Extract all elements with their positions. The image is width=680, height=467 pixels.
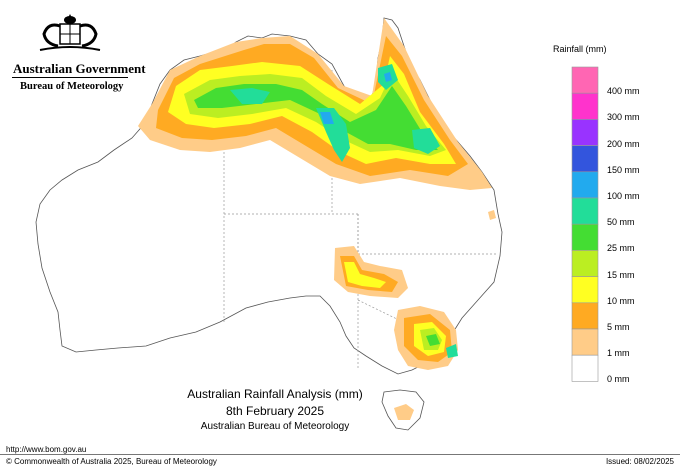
legend-label: 1 mm [607, 348, 630, 359]
website-link[interactable]: http://www.bom.gov.au [6, 445, 87, 454]
rain-100mm-region [320, 72, 392, 124]
legend-label: 5 mm [607, 322, 630, 332]
government-name: Australian Government [13, 61, 146, 76]
legend-swatch [571, 354, 599, 382]
legend-label: 300 mm [607, 112, 640, 123]
legend-swatch [571, 302, 599, 330]
legend-swatch [571, 171, 599, 199]
legend-label: 0 mm [607, 374, 630, 385]
legend-label: 200 mm [607, 138, 640, 149]
map-title: Australian Rainfall Analysis (mm) [187, 387, 363, 401]
legend-title: Rainfall (mm) [553, 44, 607, 54]
legend-label: 10 mm [607, 295, 635, 306]
issued-date: Issued: 08/02/2025 [605, 457, 674, 466]
legend-swatch [571, 197, 599, 225]
legend-swatch [571, 119, 599, 146]
coat-of-arms-icon [39, 14, 101, 51]
footer-divider [0, 454, 680, 455]
legend-label: 100 mm [607, 191, 640, 201]
map-date: 8th February 2025 [225, 404, 325, 418]
legend-label: 150 mm [607, 164, 640, 175]
legend-swatch [571, 276, 599, 304]
agency-name: Bureau of Meteorology [20, 81, 124, 92]
copyright-text: © Commonwealth of Australia 2025, Bureau… [6, 457, 217, 466]
legend-swatch [571, 328, 599, 356]
map-source: Australian Bureau of Meteorology [200, 421, 350, 432]
logo-divider [12, 77, 128, 78]
legend-swatch [571, 92, 599, 120]
legend-swatch [571, 223, 599, 251]
legend-swatch [571, 145, 599, 173]
legend-swatch [571, 250, 599, 277]
legend-label: 400 mm [607, 86, 640, 97]
rainfall-legend [571, 66, 599, 382]
legend-swatch [571, 66, 599, 94]
legend-label: 25 mm [607, 243, 635, 254]
legend-label: 50 mm [607, 217, 635, 228]
legend-label: 15 mm [607, 269, 635, 280]
